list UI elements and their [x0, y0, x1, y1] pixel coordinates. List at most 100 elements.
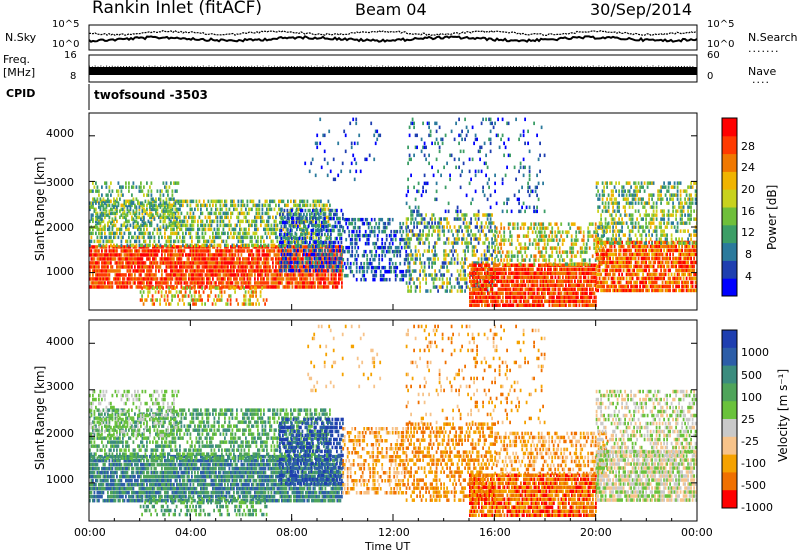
power-cell — [229, 302, 232, 306]
power-cell — [358, 229, 361, 234]
power-cell — [273, 223, 276, 228]
power-cell — [569, 275, 572, 279]
power-cell — [238, 286, 241, 290]
power-cell — [159, 225, 162, 229]
power-cell — [135, 185, 138, 189]
power-cell — [527, 263, 530, 267]
power-cell — [215, 257, 217, 261]
power-cell — [210, 199, 213, 204]
power-cell — [342, 249, 345, 254]
power-cell — [307, 224, 310, 229]
power-cell — [108, 285, 111, 289]
power-cell — [405, 245, 408, 249]
power-cell — [328, 252, 331, 257]
power-cell — [99, 269, 102, 273]
power-cell — [180, 211, 183, 216]
power-cell — [222, 203, 225, 208]
power-cell — [227, 261, 229, 265]
power-cell — [500, 279, 503, 283]
power-cell — [388, 265, 391, 270]
power-cell — [210, 243, 213, 248]
power-cell — [280, 232, 283, 237]
power-cell — [237, 253, 240, 257]
power-cell — [440, 285, 442, 289]
power-cell — [450, 249, 453, 253]
power-cell — [381, 273, 384, 278]
power-cell — [465, 213, 468, 217]
power-cell — [295, 216, 298, 221]
power-cell — [161, 281, 163, 285]
power-cell — [128, 219, 130, 224]
power-cell — [562, 279, 564, 283]
power-cell — [479, 233, 481, 237]
power-cell — [322, 220, 325, 225]
power-cell — [297, 260, 299, 265]
power-cell — [251, 265, 253, 269]
power-cell — [517, 291, 519, 295]
power-cell — [493, 295, 495, 299]
power-cell — [129, 199, 132, 204]
power-cell — [263, 203, 265, 208]
power-cell — [117, 273, 120, 277]
power-cell — [300, 277, 303, 281]
power-cell — [372, 273, 375, 278]
power-cell — [416, 257, 418, 261]
power-cell — [251, 207, 253, 212]
power-cell — [484, 263, 486, 267]
power-cell — [336, 268, 338, 273]
power-cell — [319, 228, 322, 233]
power-cell — [428, 229, 430, 233]
power-cell — [568, 271, 570, 275]
power-cell — [216, 235, 219, 240]
power-cell — [180, 219, 183, 224]
power-cell — [243, 257, 246, 261]
power-cell — [426, 225, 429, 229]
power-cell — [370, 229, 373, 234]
power-cell — [325, 220, 328, 225]
power-cell — [141, 298, 143, 302]
power-cell — [532, 271, 534, 275]
power-cell — [237, 302, 239, 306]
power-cell — [285, 268, 287, 273]
power-cell — [269, 207, 271, 212]
power-cell — [111, 203, 114, 208]
power-cell — [174, 253, 177, 257]
power-cell — [431, 225, 433, 229]
power-cell — [221, 215, 223, 220]
power-cell — [303, 220, 305, 225]
power-cell — [351, 269, 354, 274]
power-cell — [105, 239, 108, 244]
power-cell — [535, 295, 537, 299]
power-cell — [174, 281, 177, 285]
power-cell — [96, 269, 99, 273]
power-cell — [384, 269, 387, 274]
power-cell — [233, 273, 235, 277]
power-cell — [150, 211, 153, 216]
power-cell — [190, 298, 193, 302]
power-cell — [249, 298, 251, 302]
power-cell — [348, 221, 351, 226]
power-cell — [279, 260, 281, 265]
power-cell — [405, 217, 408, 221]
power-cell — [208, 286, 211, 290]
power-cell — [89, 261, 91, 265]
power-cell — [141, 286, 143, 290]
power-cell — [286, 208, 289, 213]
power-cell — [158, 203, 160, 208]
power-cell — [239, 277, 241, 281]
power-cell — [224, 257, 226, 261]
power-cell — [373, 273, 376, 278]
power-cell — [239, 219, 241, 224]
power-cell — [143, 209, 145, 213]
power-cell — [212, 265, 214, 269]
power-cell — [107, 193, 109, 197]
power-cell — [114, 201, 117, 205]
power-cell — [237, 245, 240, 249]
power-cell — [186, 265, 189, 269]
power-cell — [490, 271, 492, 275]
power-cell — [316, 232, 319, 237]
power-cell — [309, 260, 311, 265]
power-cell — [120, 253, 123, 257]
power-cell — [446, 221, 448, 225]
power-cell — [248, 273, 250, 277]
